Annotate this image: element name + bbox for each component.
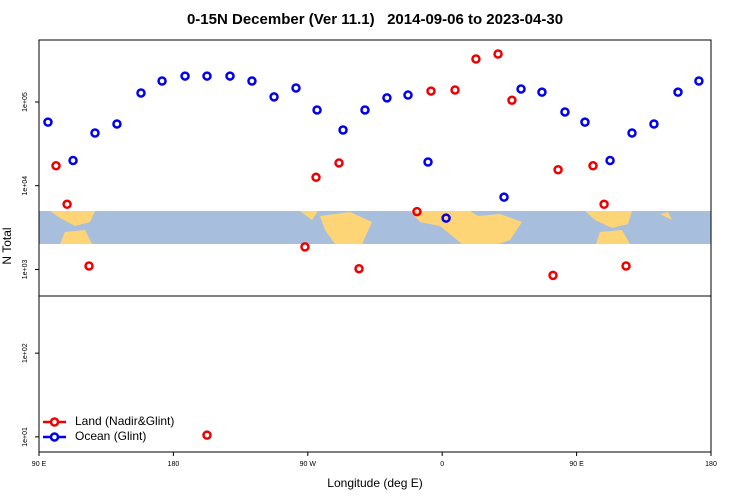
point bbox=[90, 128, 100, 138]
y-tick-label: 1e+04 bbox=[22, 176, 29, 196]
x-axis-label: Longitude (deg E) bbox=[327, 476, 422, 490]
y-tick-label: 1e+03 bbox=[22, 260, 29, 280]
chart-title: 0-15N December (Ver 11.1) 2014-09-06 to … bbox=[187, 11, 563, 28]
point bbox=[426, 86, 436, 96]
point bbox=[247, 76, 257, 86]
y-tick-label: 1e+02 bbox=[22, 343, 29, 363]
point bbox=[291, 83, 301, 93]
legend: Land (Nadir&Glint)Ocean (Glint) bbox=[43, 414, 174, 443]
y-axis-label: N Total bbox=[0, 227, 14, 264]
point bbox=[548, 270, 558, 281]
point bbox=[136, 88, 146, 98]
point bbox=[157, 76, 167, 86]
point bbox=[382, 93, 392, 103]
point bbox=[202, 430, 212, 440]
point bbox=[516, 84, 526, 94]
legend-marker bbox=[49, 432, 60, 442]
point bbox=[553, 165, 563, 175]
point bbox=[312, 105, 322, 115]
point bbox=[84, 261, 94, 271]
point bbox=[311, 172, 321, 183]
point bbox=[450, 85, 460, 95]
x-tick-label: 180 bbox=[705, 461, 717, 468]
point bbox=[51, 161, 61, 171]
y-tick-label: 1e+05 bbox=[22, 92, 29, 112]
point bbox=[507, 95, 517, 105]
point bbox=[627, 128, 637, 138]
legend-label: Ocean (Glint) bbox=[75, 429, 146, 443]
point bbox=[493, 49, 503, 59]
point bbox=[580, 117, 590, 127]
point bbox=[68, 155, 78, 166]
point bbox=[694, 76, 704, 86]
point bbox=[403, 90, 413, 100]
point bbox=[354, 263, 364, 274]
point bbox=[605, 155, 615, 166]
point bbox=[471, 54, 481, 64]
point bbox=[225, 71, 235, 81]
x-tick-label: 90 E bbox=[32, 461, 47, 468]
point bbox=[112, 119, 122, 129]
point bbox=[673, 87, 683, 97]
point bbox=[441, 213, 451, 223]
point bbox=[338, 125, 348, 135]
y-tick-label: 1e+01 bbox=[22, 427, 29, 447]
point bbox=[621, 261, 631, 271]
x-tick-label: 0 bbox=[440, 461, 444, 468]
legend-marker bbox=[49, 417, 60, 427]
point bbox=[599, 199, 609, 210]
point bbox=[412, 206, 422, 217]
point bbox=[360, 105, 370, 115]
point bbox=[499, 192, 509, 202]
point bbox=[269, 92, 279, 102]
point bbox=[537, 87, 547, 97]
point bbox=[202, 71, 212, 81]
point bbox=[62, 199, 72, 210]
point bbox=[423, 157, 433, 167]
x-tick-label: 90 W bbox=[300, 461, 317, 468]
point bbox=[180, 71, 190, 81]
point bbox=[560, 107, 570, 117]
plot-frame bbox=[38, 39, 712, 453]
x-tick-label: 90 E bbox=[569, 461, 584, 468]
map-band bbox=[39, 211, 711, 244]
point bbox=[300, 242, 310, 252]
point bbox=[43, 117, 53, 127]
point bbox=[334, 158, 344, 168]
point bbox=[649, 119, 659, 129]
legend-label: Land (Nadir&Glint) bbox=[75, 414, 174, 428]
x-tick-label: 180 bbox=[168, 461, 180, 468]
point bbox=[588, 161, 598, 171]
